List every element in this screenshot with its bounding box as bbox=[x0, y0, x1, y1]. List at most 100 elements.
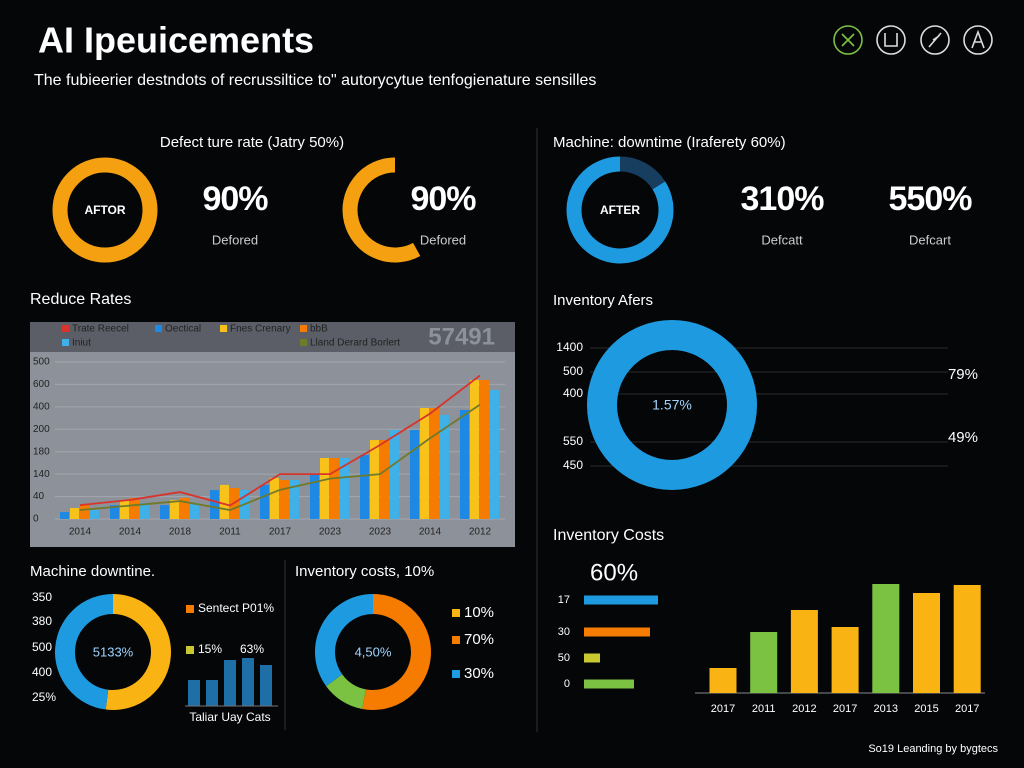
bar bbox=[160, 505, 169, 519]
bar bbox=[470, 379, 479, 519]
legend-swatch bbox=[186, 646, 194, 654]
side-label: 49% bbox=[948, 429, 978, 446]
bar bbox=[370, 440, 379, 519]
panel-title: Inventory costs, 10% bbox=[295, 563, 434, 580]
bar bbox=[380, 440, 389, 519]
bar bbox=[913, 593, 940, 693]
bar bbox=[831, 627, 859, 693]
legend-band bbox=[30, 322, 515, 352]
bar bbox=[110, 505, 119, 519]
bar bbox=[220, 484, 229, 519]
toolbar bbox=[833, 25, 993, 55]
icon-button[interactable] bbox=[963, 25, 993, 55]
legend-label: 15% bbox=[198, 642, 222, 656]
legend-label: bbB bbox=[310, 324, 328, 335]
panel-title: Reduce Rates bbox=[30, 291, 131, 308]
bar bbox=[360, 455, 369, 519]
bar bbox=[420, 407, 429, 519]
side-label: 500 bbox=[32, 640, 52, 654]
legend-label: Trate Reecel bbox=[72, 324, 129, 335]
legend-label: 63% bbox=[240, 642, 264, 656]
bar bbox=[130, 497, 139, 519]
bar bbox=[330, 457, 339, 519]
bar bbox=[188, 680, 200, 706]
legend-label: 10% bbox=[464, 604, 494, 621]
ring-center: 4,50% bbox=[355, 644, 392, 659]
ring-segment bbox=[55, 594, 114, 710]
bar bbox=[120, 499, 129, 519]
y-tick-label: 200 bbox=[33, 424, 50, 435]
ring-segment bbox=[105, 594, 171, 710]
y-tick-label: 40 bbox=[33, 491, 45, 502]
bar bbox=[480, 379, 489, 519]
bar bbox=[750, 632, 778, 693]
ring-segment bbox=[315, 594, 374, 687]
bar bbox=[206, 680, 218, 706]
bar bbox=[340, 457, 349, 519]
side-label: 380 bbox=[32, 614, 52, 628]
line bbox=[79, 403, 481, 511]
bar bbox=[953, 585, 981, 693]
legend-label: Lland Derard Borlert bbox=[310, 338, 400, 349]
ring-label: AFTOR bbox=[84, 203, 125, 217]
x-tick-label: 2017 bbox=[833, 703, 857, 715]
x-tick-label: 2014 bbox=[119, 527, 142, 538]
ring-segment bbox=[619, 156, 666, 190]
bar bbox=[180, 497, 189, 519]
icon-glyph bbox=[928, 32, 942, 48]
bar bbox=[140, 503, 149, 519]
bar bbox=[490, 390, 499, 519]
side-label: 350 bbox=[32, 590, 52, 604]
side-label: 400 bbox=[563, 386, 583, 400]
bar bbox=[60, 512, 69, 519]
x-tick-label: 2013 bbox=[874, 703, 898, 715]
ring-segment bbox=[326, 673, 367, 709]
ring-center: 1.57% bbox=[652, 397, 692, 413]
page-title: AI Ipeuicements bbox=[38, 20, 314, 61]
legend-swatch bbox=[452, 670, 460, 678]
legend-label: Iniut bbox=[72, 338, 91, 349]
side-label: 500 bbox=[563, 364, 583, 378]
icon-button[interactable] bbox=[833, 25, 863, 55]
hbar bbox=[584, 653, 600, 663]
kpi-value: 550% bbox=[889, 180, 973, 218]
ring-segment bbox=[587, 320, 757, 490]
hbar bbox=[584, 679, 634, 689]
icon-glyph bbox=[884, 33, 898, 47]
panel-title: Inventory Afers bbox=[553, 292, 653, 309]
ring-center: 5133% bbox=[93, 644, 134, 659]
bar bbox=[210, 490, 219, 519]
bar bbox=[170, 499, 179, 519]
side-label: 79% bbox=[948, 366, 978, 383]
icon-button[interactable] bbox=[876, 25, 906, 55]
x-tick-label: 2011 bbox=[752, 703, 776, 715]
bars-caption: Taliar Uay Cats bbox=[189, 710, 270, 724]
kpi-value: 90% bbox=[202, 180, 268, 218]
bar bbox=[790, 610, 818, 693]
y-tick-label: 500 bbox=[33, 357, 50, 368]
panel-title: Defect ture rate (Jatry 50%) bbox=[160, 134, 344, 151]
bar bbox=[872, 584, 900, 693]
hbar bbox=[584, 627, 650, 637]
x-tick-label: 2014 bbox=[69, 527, 92, 538]
x-tick-label: 2018 bbox=[169, 527, 192, 538]
page-subtitle: The fubieerier destndots of recrussiltic… bbox=[34, 72, 596, 89]
x-tick-label: 2023 bbox=[369, 527, 392, 538]
footer: So19 Leanding by bygtecs bbox=[868, 743, 998, 755]
side-label: 550 bbox=[563, 434, 583, 448]
x-tick-label: 2011 bbox=[219, 527, 241, 538]
bar bbox=[410, 429, 419, 519]
ring-segment bbox=[52, 157, 158, 263]
icon-glyph bbox=[971, 29, 985, 49]
legend-swatch bbox=[186, 605, 194, 613]
bar bbox=[90, 510, 99, 519]
bar bbox=[390, 429, 399, 519]
side-label: 1400 bbox=[556, 340, 583, 354]
hbar bbox=[584, 595, 658, 605]
y-tick-label: 600 bbox=[33, 379, 50, 390]
hbar-label: 0 bbox=[564, 678, 570, 690]
hbar-label: 17 bbox=[558, 594, 570, 606]
ring-segment bbox=[566, 156, 674, 264]
icon-button[interactable] bbox=[920, 25, 950, 55]
